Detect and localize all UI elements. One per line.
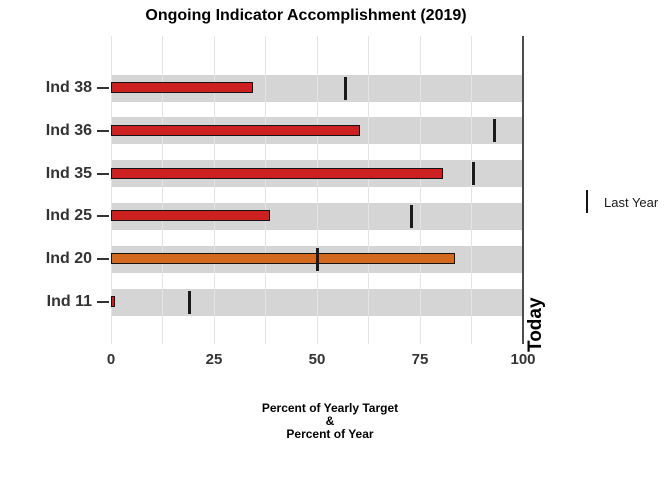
y-axis-tick <box>97 258 109 261</box>
x-axis-title-line1: Percent of Yearly Target <box>261 401 399 415</box>
y-axis-tick <box>97 87 109 89</box>
x-axis-tick-label: 50 <box>308 351 326 368</box>
legend-label: Last Year <box>604 195 659 210</box>
plot-panel: Today <box>106 36 558 352</box>
y-axis-tick <box>97 129 109 132</box>
value-bar <box>111 296 116 307</box>
y-axis-label: Ind 36 <box>45 121 92 139</box>
y-axis-tick <box>97 301 109 303</box>
value-bar <box>111 253 455 265</box>
y-axis-label: Ind 20 <box>45 250 92 268</box>
value-bar <box>111 82 254 93</box>
x-axis-title-line2: & <box>325 414 335 428</box>
value-bar <box>111 210 270 222</box>
gridline <box>368 36 369 344</box>
gridline <box>419 36 421 344</box>
gridline <box>110 36 112 344</box>
x-axis-tick-label: 0 <box>106 351 116 368</box>
y-axis-label: Ind 25 <box>45 207 92 225</box>
x-axis-tick-label: 100 <box>510 351 536 368</box>
chart-title: Ongoing Indicator Accomplishment (2019) <box>145 7 467 24</box>
x-axis-tick-label: 75 <box>411 351 429 368</box>
y-axis-label: Ind 35 <box>45 164 92 182</box>
y-axis-label: Ind 38 <box>45 79 92 96</box>
last-year-marker <box>472 162 476 186</box>
gridline <box>471 36 472 344</box>
gridline <box>213 36 215 344</box>
last-year-marker <box>492 119 496 143</box>
y-axis-tick <box>97 215 109 218</box>
x-axis-title: Percent of Yearly Target & Percent of Ye… <box>30 402 630 441</box>
last-year-marker <box>187 290 191 314</box>
today-label: Today <box>525 297 546 352</box>
last-year-marker <box>315 247 319 271</box>
gridline <box>265 36 266 344</box>
last-year-marker <box>410 204 414 228</box>
y-axis-tick <box>97 172 109 175</box>
last-year-legend-key-icon <box>586 190 588 213</box>
value-bar <box>111 167 443 179</box>
gridline <box>162 36 163 344</box>
x-axis-title-line3: Percent of Year <box>286 427 374 441</box>
today-line <box>522 36 524 344</box>
gridline <box>316 36 318 344</box>
value-bar <box>111 124 361 136</box>
y-axis-label: Ind 11 <box>46 293 92 310</box>
x-axis-tick-label: 25 <box>205 351 223 368</box>
last-year-marker <box>344 76 348 100</box>
